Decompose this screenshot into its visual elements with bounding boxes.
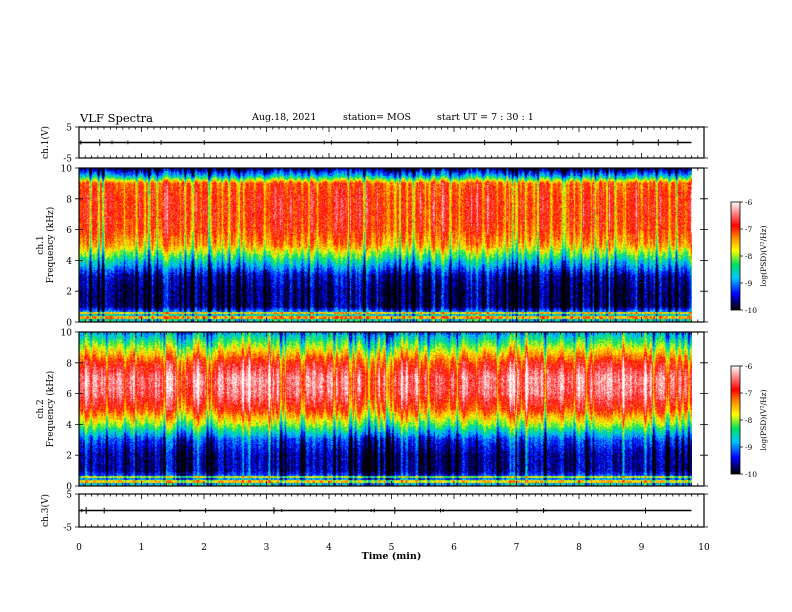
y-tick-label: -5 [63,524,72,534]
y-axis-title: ch.2 [36,399,46,418]
x-tick-label: 3 [264,543,270,553]
y-tick-label: 6 [66,390,72,400]
colorbar-ticks [740,201,743,311]
spectrogram-ch1 [79,168,692,322]
colorbar-tick-label: -7 [745,225,753,234]
x-tick-label: 6 [451,543,457,553]
colorbar-tick-label: -6 [745,198,753,207]
y-tick-label: 5 [66,491,72,501]
y-tick-label: 4 [66,257,72,267]
chart-title: VLF Spectra [80,111,154,125]
colorbar-tick-label: -9 [745,443,753,452]
axis-ticks [75,126,708,159]
waveform-spikes [81,507,646,514]
y-tick-label: 0 [66,319,72,329]
colorbar-tick-label: -10 [745,470,757,479]
x-tick-label: 2 [201,543,207,553]
colorbar-ticks [740,365,743,475]
colorbar [730,365,741,475]
y-tick-label: 5 [66,124,72,134]
y-axis-title: Frequency (kHz) [45,207,56,284]
y-tick-label: 2 [66,288,72,298]
y-axis-title: Frequency (kHz) [45,371,56,448]
colorbar-tick-label: -8 [745,252,753,261]
y-tick-label: 8 [66,195,72,205]
y-axis-title: ch.1(V) [40,126,51,159]
colorbar-tick-label: -10 [745,306,757,315]
y-tick-label: -5 [63,155,72,165]
x-tick-label: 8 [576,543,582,553]
y-tick-label: 4 [66,421,72,431]
y-tick-label: 10 [61,329,73,339]
axis-ticks [75,331,708,487]
x-tick-label: 0 [76,543,82,553]
axis-ticks [75,493,708,528]
colorbar-label: log(PSD)(V²/Hz) [759,225,768,286]
y-tick-label: 8 [66,359,72,369]
start-time-label: start UT = 7 : 30 : 1 [437,112,534,123]
x-axis-title: Time (min) [362,551,422,562]
x-tick-label: 5 [389,543,395,553]
colorbar-tick-label: -7 [745,389,753,398]
x-tick-label: 7 [514,543,520,553]
x-tick-label: 9 [639,543,645,553]
axis-ticks [75,167,708,323]
y-tick-label: 6 [66,226,72,236]
colorbar [730,201,741,311]
colorbar-tick-label: -6 [745,362,753,371]
colorbar-label: log(PSD)(V²/Hz) [759,389,768,450]
y-tick-label: 0 [66,483,72,493]
waveform-spikes [80,139,679,146]
x-tick-label: 1 [139,543,145,553]
colorbar-tick-label: -8 [745,416,753,425]
date-label: Aug.18, 2021 [252,112,317,123]
y-axis-title: ch.3(V) [40,494,51,527]
spectrogram-ch2 [79,332,692,486]
x-tick-label: 4 [326,543,332,553]
y-tick-label: 10 [61,165,73,175]
station-label: station= MOS [343,112,412,123]
y-axis-title: ch.1 [36,235,46,254]
colorbar-tick-label: -9 [745,279,753,288]
y-tick-label: 2 [66,452,72,462]
x-tick-label: 10 [698,543,710,553]
